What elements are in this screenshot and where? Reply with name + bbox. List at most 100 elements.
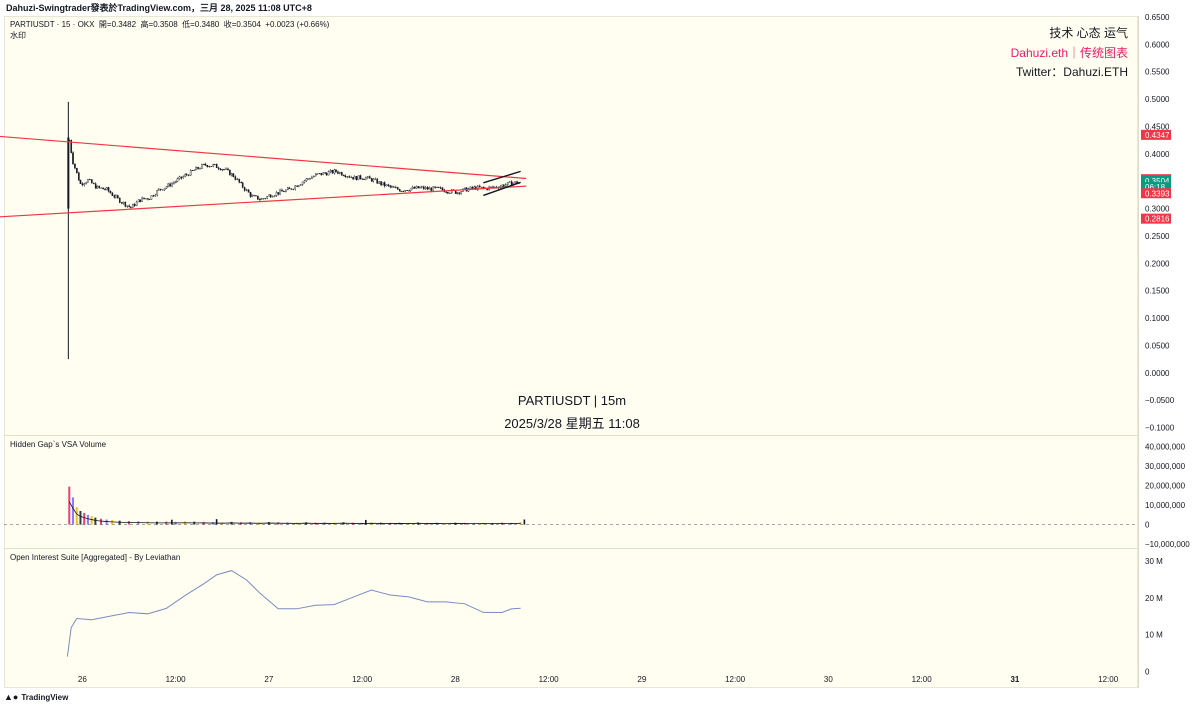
candle-body [437,186,440,188]
candle-body [145,198,147,200]
pane-separator-oi[interactable] [4,548,1138,549]
candle-body [335,169,337,172]
candle-body [268,194,270,197]
candle-body [255,195,257,197]
candle-body [374,178,377,180]
candle-body [456,192,459,194]
pane-separator-volume[interactable] [4,435,1138,436]
volume-bar [99,518,102,525]
candle-body [152,195,155,197]
candle-body [182,176,185,179]
candle-body [135,201,138,207]
candle-body [204,163,207,166]
candle-body [150,195,153,200]
candle-body [227,168,229,171]
candle-body [269,194,272,198]
oi-pane [66,570,521,657]
price-tick-label-10: 0.1500 [1145,287,1170,296]
candle-body [370,178,373,182]
volume-highlight-bar [523,519,526,525]
open-value: 0.3482 [111,20,137,29]
candle-body [191,170,194,172]
candle-body [417,186,420,189]
candle-body [419,186,421,189]
candle-body [133,203,136,207]
candle-body [311,176,313,179]
open-label: 開= [98,20,112,29]
close-label: 收= [223,20,237,29]
candle-body [327,171,330,176]
price-tick-label-3: 0.5000 [1145,95,1170,104]
candle-body [137,199,140,203]
price-tick-label-13: 0.0000 [1145,369,1170,378]
candle-body [210,166,213,168]
time-tick-label-5: 12:00 [539,675,560,684]
candle-body [361,178,364,180]
candle-body [318,172,321,174]
candle-body [173,182,175,184]
candle-body [199,168,201,170]
volume-ma-line [68,501,521,525]
candle-body [400,190,403,192]
chart-area[interactable] [4,16,1138,688]
candle-body [96,185,99,189]
tradingview-brand[interactable]: ▲● TradingView [4,692,68,702]
candle-body [365,177,367,180]
volume-tick-label-2: 20,000,000 [1145,482,1186,491]
candle-body [208,166,211,168]
candle-body [333,169,336,174]
candle-body [231,173,233,176]
candle-body [423,186,425,190]
candle-body [464,187,466,190]
price-tag-bg-4 [1141,188,1171,199]
candle-body [508,181,511,183]
high-label: 高= [140,20,154,29]
candle-body [359,175,362,179]
price-tick-label-2: 0.5500 [1145,68,1170,77]
candle-body [273,195,276,197]
candle-body [506,182,509,185]
candle-body [178,176,181,180]
candle-body [249,192,252,197]
candle-body [385,184,388,187]
price-tick-label-4: 0.4500 [1145,122,1170,131]
candle-body [357,175,360,181]
candle-body [381,182,384,186]
candle-body [184,174,187,177]
candle-body [163,187,166,191]
candle-body [378,181,380,184]
candle-body [350,176,352,178]
candle-body [339,172,341,174]
candle-body [83,183,86,186]
volume-pane-title: Hidden Gap`s VSA Volume [10,440,107,449]
time-tick-label-9: 12:00 [912,675,933,684]
candle-body [391,186,393,188]
candle-body [247,189,250,193]
price-axis[interactable] [1138,16,1200,688]
candle-body [324,172,326,174]
high-value: 0.3508 [153,20,178,29]
time-tick-label-8: 30 [824,675,833,684]
time-tick-label-2: 27 [264,675,273,684]
volume-bar [83,512,86,525]
volume-highlight-bar [365,519,367,525]
time-tick-label-0: 26 [78,675,87,684]
wedge-line-1 [483,181,521,197]
volume-bar [86,514,89,525]
candle-body [120,202,123,204]
volume-bar [105,519,108,525]
candle-body [107,187,110,192]
volume-bar [72,497,75,525]
oi-tick-label-3: 0 [1145,667,1150,676]
candle-body [504,184,507,187]
candle-body [240,182,242,184]
candle-body [92,182,95,184]
candle-body [118,197,121,203]
candle-body [139,199,141,202]
candle-body [469,186,472,189]
price-tag-bg-3 [1141,182,1171,193]
candle-body [217,167,220,170]
candle-body [380,181,382,186]
time-tick-label-1: 12:00 [166,675,187,684]
